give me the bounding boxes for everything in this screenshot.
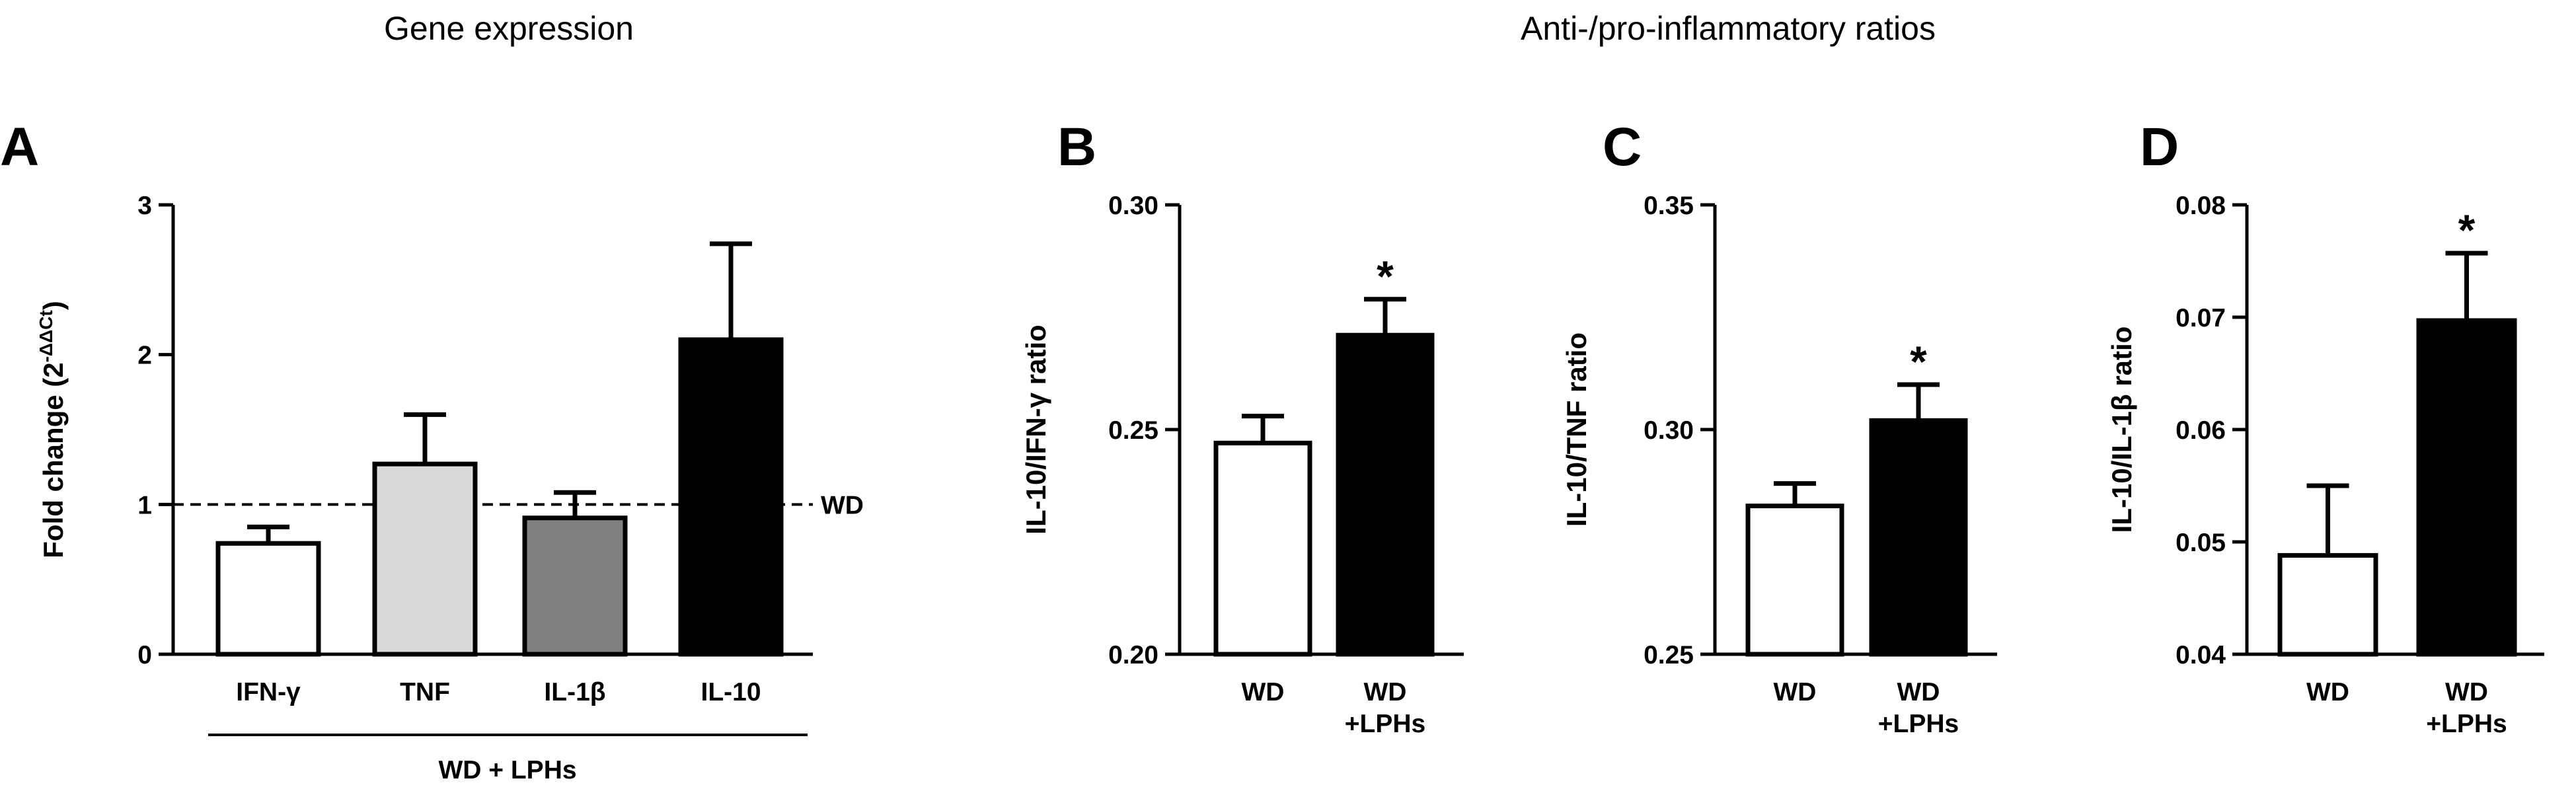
category-label: WD +LPHs <box>2426 678 2507 738</box>
category-label-line: WD <box>1364 678 1407 706</box>
category-label-line: +LPHs <box>2426 710 2507 738</box>
category-label: IL-1β <box>544 678 605 706</box>
panel-letter: C <box>1603 117 1642 177</box>
significance-marker: * <box>1910 337 1927 386</box>
category-label-line: TNF <box>400 678 450 706</box>
bar-ifn- <box>215 541 321 657</box>
category-label-line: WD <box>2306 678 2349 706</box>
gene-expression-heading: Gene expression <box>384 10 634 47</box>
category-label-line: +LPHs <box>1345 710 1425 738</box>
bar-wd-lphs <box>1336 332 1435 657</box>
category-label-line: +LPHs <box>1878 710 1959 738</box>
panel-c: C 0.25 0.30 0.35 IL-10/TNF ratio WD * WD +LPHs <box>1561 117 1997 738</box>
reference-line-label: WD <box>821 491 864 519</box>
category-label: WD <box>1242 678 1285 706</box>
category-label-line: WD <box>1242 678 1285 706</box>
y-axis-label: IL-10/TNF ratio <box>1561 332 1592 527</box>
category-label: WD +LPHs <box>1878 678 1959 738</box>
category-label-line: IL-1β <box>544 678 605 706</box>
category-label: WD <box>1774 678 1817 706</box>
y-tick-label: 0.25 <box>1644 641 1694 669</box>
category-label: IFN-γ <box>236 678 301 706</box>
y-tick-label: 0.35 <box>1644 192 1694 220</box>
y-tick-label: 0.30 <box>1644 416 1694 445</box>
category-label-line: WD <box>1774 678 1817 706</box>
significance-marker: * <box>2458 206 2476 254</box>
y-tick-label: 0.30 <box>1108 192 1158 220</box>
y-axis-label: IL-10/IL-1β ratio <box>2106 326 2137 533</box>
significance-marker: * <box>1377 252 1394 301</box>
bar-tnf <box>372 461 478 657</box>
category-label-line: WD <box>1897 678 1940 706</box>
bar-wd-lphs <box>2416 318 2517 657</box>
category-label-line: IL-10 <box>701 678 761 706</box>
y-tick-label: 0.08 <box>2176 192 2226 220</box>
bar-il-1- <box>522 515 628 657</box>
category-label-line: IFN-γ <box>236 678 301 706</box>
panels: A 0 1 2 3 Fold change (2-ΔΔCt) WD IFN-γ TNF IL-1β… <box>0 117 2544 784</box>
bar-wd <box>1745 504 1844 657</box>
category-label: WD +LPHs <box>1345 678 1425 738</box>
panel-b: B 0.20 0.25 0.30 IL-10/IFN-γ ratio WD * WD +LPHs <box>1020 117 1464 738</box>
y-axis-label: IL-10/IFN-γ ratio <box>1020 324 1051 534</box>
y-tick-label: 0.07 <box>2176 304 2226 332</box>
y-tick-label: 1 <box>137 491 152 519</box>
bar-wd <box>1213 440 1312 657</box>
category-label: TNF <box>400 678 450 706</box>
category-label: IL-10 <box>701 678 761 706</box>
category-label-line: WD <box>2445 678 2488 706</box>
y-tick-label: 2 <box>137 342 152 370</box>
y-tick-label: 0.06 <box>2176 416 2226 445</box>
panel-letter: D <box>2140 117 2179 177</box>
y-tick-label: 0.04 <box>2176 641 2226 669</box>
y-axis-label: Fold change (2-ΔΔCt) <box>36 301 69 558</box>
category-label: WD <box>2306 678 2349 706</box>
panel-letter: A <box>0 117 39 177</box>
y-tick-label: 0 <box>137 641 152 669</box>
panel-a: A 0 1 2 3 Fold change (2-ΔΔCt) WD IFN-γ TNF IL-1β… <box>0 117 864 784</box>
y-tick-label: 0.25 <box>1108 416 1158 445</box>
y-tick-label: 0.20 <box>1108 641 1158 669</box>
group-label: WD + LPHs <box>438 756 576 784</box>
y-tick-label: 3 <box>137 192 152 220</box>
ratios-heading: Anti-/pro-inflammatory ratios <box>1521 10 1936 47</box>
bar-il-10 <box>678 337 784 657</box>
panel-letter: B <box>1057 117 1096 177</box>
bar-wd-lphs <box>1869 418 1968 657</box>
y-axis-label-end: ) <box>38 301 69 310</box>
panel-d: D 0.04 0.05 0.06 0.07 0.08 IL-10/IL-1β ratio WD… <box>2106 117 2544 738</box>
bar-wd <box>2277 552 2378 657</box>
y-tick-label: 0.05 <box>2176 529 2226 557</box>
y-axis-label-superscript: -ΔΔCt <box>36 310 56 362</box>
